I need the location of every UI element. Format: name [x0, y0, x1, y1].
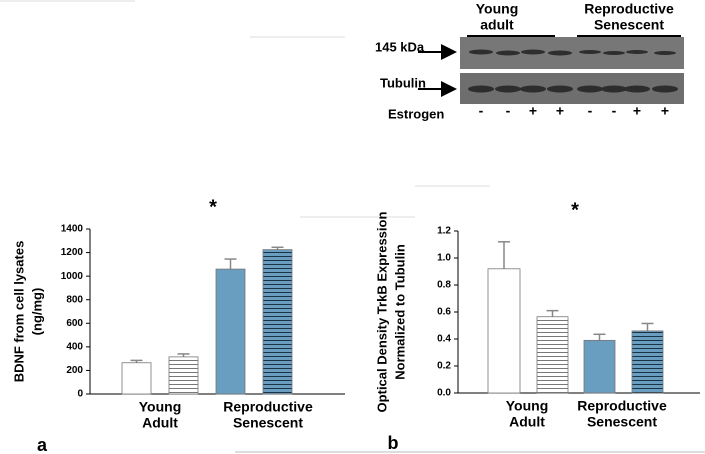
treatment-sign: +: [633, 103, 641, 119]
bar: [262, 249, 293, 395]
group-label: Young: [139, 399, 182, 415]
group-label: Adult: [142, 415, 178, 431]
bar: [583, 339, 616, 394]
y-tick-label: 600: [66, 318, 83, 329]
band-label: Tubulin: [380, 75, 426, 90]
y-tick-label: 1000: [61, 271, 84, 282]
panel-label: a: [37, 435, 48, 454]
y-tick-label: 200: [66, 365, 83, 376]
bar: [215, 268, 246, 395]
bar: [168, 356, 199, 395]
treatment-sign: -: [588, 103, 593, 119]
group-label: Adult: [509, 414, 545, 430]
y-tick-label: 1.0: [437, 253, 451, 264]
treatment-sign: +: [556, 103, 564, 119]
y-axis-label: Normalized to Tubulin: [392, 244, 407, 380]
y-tick-label: 0.8: [437, 280, 451, 291]
y-tick-label: 1200: [61, 247, 84, 258]
y-tick-label: 800: [66, 294, 83, 305]
bar: [536, 316, 569, 394]
panel-label: b: [388, 433, 399, 453]
treatment-sign: -: [612, 103, 617, 119]
y-tick-label: 0.4: [437, 334, 451, 345]
y-tick-label: 0.6: [437, 307, 451, 318]
y-axis-label: Optical Density TrkB Expression: [374, 212, 389, 413]
group-label: Senescent: [233, 415, 303, 431]
annotation: *: [571, 199, 579, 221]
treatment-sign: +: [529, 103, 537, 119]
y-tick-label: 0: [77, 389, 83, 400]
bar: [121, 362, 152, 395]
blot-group-label: adult: [480, 17, 514, 33]
blot-group-label: Senescent: [594, 17, 664, 33]
y-axis-label: BDNF from cell lysates: [11, 241, 26, 383]
treatment-sign: +: [661, 103, 669, 119]
y-tick-label: 1400: [61, 224, 84, 235]
blot-group-label: Young: [476, 1, 519, 17]
y-tick-label: 0.0: [437, 388, 451, 399]
group-label: Reproductive: [577, 398, 667, 414]
band-label: 145 kDa: [375, 39, 425, 54]
treatment-sign: -: [506, 103, 511, 119]
treatment-label: Estrogen: [388, 106, 444, 121]
group-label: Reproductive: [223, 399, 313, 415]
bar: [631, 330, 664, 394]
group-label: Young: [506, 398, 549, 414]
y-tick-label: 0.2: [437, 361, 451, 372]
y-tick-label: 1.2: [437, 226, 451, 237]
treatment-sign: -: [479, 103, 484, 119]
y-tick-label: 400: [66, 341, 83, 352]
bar: [487, 268, 521, 394]
y-axis-label: (ng/mg): [29, 288, 44, 336]
annotation: *: [209, 196, 217, 218]
group-label: Senescent: [587, 414, 657, 430]
blot-group-label: Reproductive: [584, 1, 674, 17]
western-blot: [418, 35, 684, 104]
